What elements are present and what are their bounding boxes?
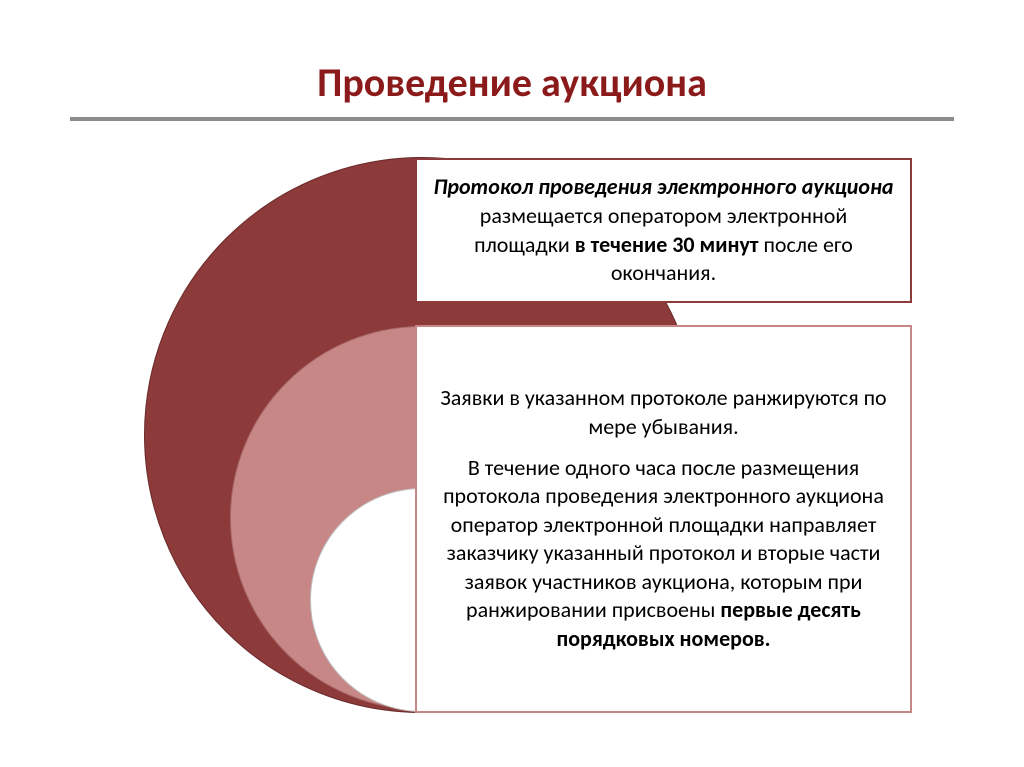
info-box-1: Протокол проведения электронного аукцион…: [415, 158, 912, 303]
slide-title: Проведение аукциона: [0, 0, 1024, 117]
diagram: Протокол проведения электронного аукцион…: [0, 150, 1024, 720]
title-underline: [70, 117, 954, 121]
info-box-2: Заявки в указанном протоколе ранжируются…: [415, 325, 912, 713]
